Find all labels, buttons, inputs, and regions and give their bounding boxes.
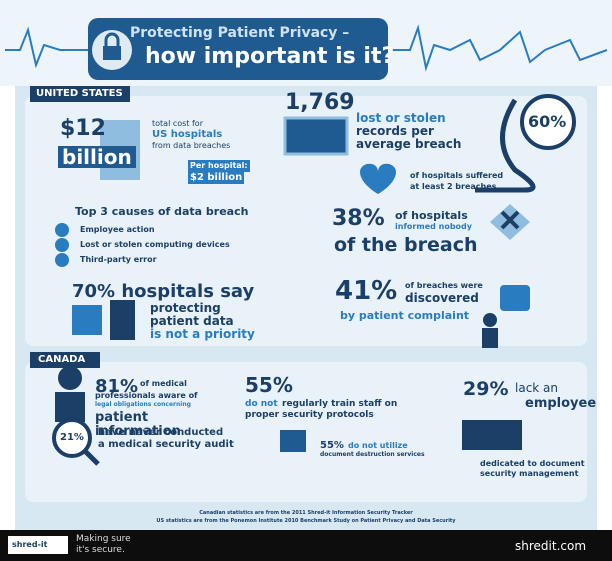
records-icon — [283, 116, 349, 156]
stat-text: of hospitals suffered — [410, 171, 504, 180]
cause-item: Employee action — [80, 225, 155, 234]
logo-box — [8, 536, 68, 554]
stat-text: do not — [245, 399, 278, 409]
stat-text: US hospitals — [152, 129, 223, 140]
stat-text: security management — [480, 469, 579, 478]
stat-unit: billion — [58, 146, 136, 168]
stat-text: total cost for — [152, 119, 203, 128]
stethoscope-head — [520, 94, 576, 150]
stat-text: have never conducted — [98, 427, 224, 438]
stat-text: information — [95, 424, 181, 439]
desk-icon — [462, 420, 522, 450]
stat-text: average breach — [356, 137, 462, 151]
stat-text: $2 billion — [188, 172, 245, 184]
stat-text: protecting — [150, 301, 221, 315]
folder-icon — [72, 305, 102, 335]
cause-icon — [55, 253, 69, 267]
x-mark — [500, 210, 520, 230]
tagline: it's secure. — [76, 545, 125, 555]
stat-text: from data breaches — [152, 141, 231, 150]
lock-shackle — [104, 32, 120, 46]
stat-text: discovered — [405, 291, 479, 305]
stat-number: 21% — [60, 432, 84, 443]
stat-number: 38% — [332, 206, 385, 231]
us-tab — [30, 86, 130, 102]
stat-number: 55% — [245, 373, 293, 397]
stat-text: by patient complaint — [340, 309, 470, 322]
section-label: CANADA — [38, 354, 86, 365]
tagline: Making sure — [76, 534, 131, 544]
magnifier-handle — [83, 449, 100, 466]
title: Protecting Patient Privacy – — [130, 25, 350, 41]
stat-number: 1,769 — [285, 90, 355, 115]
stat-text: at least 2 breaches — [410, 182, 497, 191]
stat-text: legal obligations concerning — [95, 401, 191, 408]
stat-text: of breaches were — [405, 281, 483, 290]
source-note: US statistics are from the Ponemon Insti… — [156, 518, 456, 524]
stat-text: is not a priority — [150, 327, 255, 341]
source-note: Canadian statistics are from the 2011 Sh… — [199, 510, 413, 516]
stat-text: professionals aware of — [95, 391, 198, 400]
stat-number: 55% — [320, 440, 344, 451]
stat-number: $12 — [60, 116, 106, 141]
stat-number: 81% — [95, 376, 139, 397]
stat-text: patient — [95, 410, 149, 425]
stat-text: informed nobody — [395, 222, 472, 231]
canada-tab — [30, 352, 100, 368]
person-body — [482, 328, 498, 348]
speech-bubble — [500, 285, 530, 311]
stat-text: lost or stolen — [356, 111, 446, 125]
stat-text: of hospitals — [395, 209, 468, 222]
stat-text: lack an — [515, 381, 559, 395]
pulse — [5, 26, 90, 69]
url: shredit.com — [515, 539, 587, 553]
cause-item: Third-party error — [80, 255, 157, 264]
stat-number: 29% — [463, 378, 509, 400]
person-head — [483, 313, 497, 327]
stat-text: records per — [356, 124, 434, 138]
stat-text: proper security protocols — [245, 410, 374, 420]
padlock-icon — [280, 430, 306, 452]
stat-text: Per hospital: — [188, 160, 250, 172]
stethoscope — [475, 98, 536, 193]
stat-text: patient data — [150, 314, 234, 328]
stat-text: of medical — [140, 379, 187, 388]
professional-body — [55, 392, 85, 422]
us-panel — [25, 96, 587, 346]
logo: shred-it — [12, 540, 48, 549]
cabinet-icon — [110, 300, 135, 340]
stat-text: dedicated to document — [480, 459, 585, 468]
cause-icon — [55, 223, 69, 237]
stat-number: 41% — [335, 276, 398, 306]
cause-item: Lost or stolen computing devices — [80, 240, 230, 249]
stat-headline: 70% hospitals say — [72, 281, 255, 302]
title: how important is it? — [145, 44, 395, 69]
stat-text: do not utilize — [348, 441, 408, 450]
title-box — [88, 18, 388, 80]
stat-text: of the breach — [334, 234, 478, 256]
stat-number: 60% — [528, 112, 567, 131]
magnifier — [52, 418, 92, 458]
professional-head — [58, 366, 82, 390]
stat-text: document destruction services — [320, 451, 425, 458]
stat-text: regularly train staff on — [282, 399, 398, 409]
causes-title: Top 3 causes of data breach — [75, 205, 249, 218]
stat-text: employee — [525, 396, 597, 411]
section-label: UNITED STATES — [36, 88, 123, 99]
heart-icon — [360, 163, 396, 194]
cause-icon — [55, 238, 69, 252]
footer-bar — [0, 530, 612, 561]
lock-body — [103, 46, 121, 60]
pulse — [390, 24, 608, 72]
stat-text: a medical security audit — [98, 439, 234, 450]
